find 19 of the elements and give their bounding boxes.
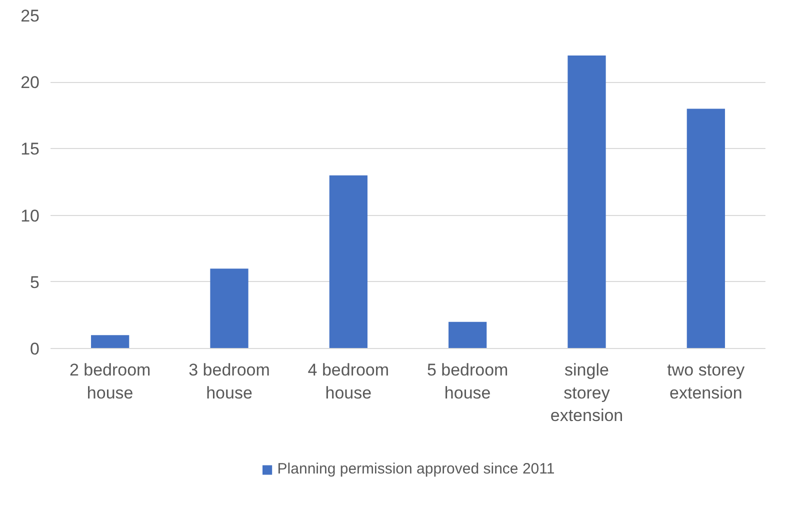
x-tick-label: 5 bedroom house bbox=[426, 360, 508, 402]
x-tick-label: single storey extension bbox=[550, 360, 624, 426]
bar bbox=[568, 55, 606, 348]
x-tick-label: two storey extension bbox=[667, 360, 746, 402]
y-tick-label: 15 bbox=[20, 140, 40, 159]
y-tick-label: 0 bbox=[30, 340, 40, 358]
bar bbox=[686, 108, 725, 348]
x-tick-label: 4 bedroom house bbox=[308, 360, 390, 402]
y-tick-label: 10 bbox=[20, 206, 40, 226]
y-tick-label: 25 bbox=[20, 6, 40, 26]
bar bbox=[448, 322, 487, 348]
x-tick-label: 2 bedroom house bbox=[69, 360, 151, 402]
bar bbox=[329, 175, 368, 348]
x-tick-label: 3 bedroom house bbox=[188, 360, 270, 402]
y-tick-label: 5 bbox=[30, 272, 40, 292]
legend-label: Planning permission approved since 2011 bbox=[277, 460, 555, 478]
bar bbox=[210, 268, 248, 348]
y-tick-label: 20 bbox=[20, 73, 40, 92]
bar bbox=[91, 335, 130, 348]
